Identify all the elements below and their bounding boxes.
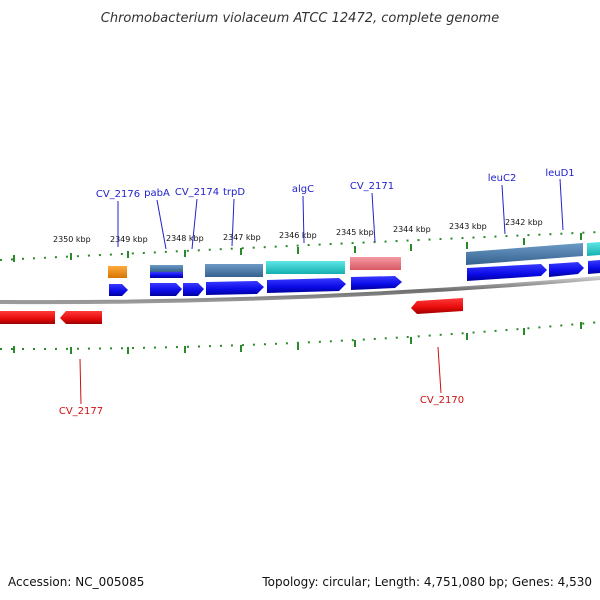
kbp-label: 2348 kbp [166, 234, 204, 243]
orange-feature [108, 266, 127, 278]
reverse-genes [0, 298, 463, 324]
forward-gene-arrow [549, 262, 584, 277]
top-gene-labels: CV_2176 pabA CV_2174 trpD algC CV_2171 l… [96, 168, 575, 200]
reverse-gene-arrow [411, 298, 463, 314]
gene-label: CV_2176 [96, 189, 140, 200]
forward-gene-arrow [467, 264, 547, 281]
forward-gene-arrow [351, 276, 402, 290]
kbp-label: 2346 kbp [279, 231, 317, 240]
forward-gene-arrow [150, 283, 182, 296]
steel-feature [205, 264, 263, 277]
genome-summary-text: Topology: circular; Length: 4,751,080 bp… [261, 575, 592, 589]
bottom-gene-labels: CV_2177 CV_2170 [59, 395, 464, 417]
gene-label: CV_2177 [59, 406, 103, 417]
accession-text: Accession: NC_005085 [8, 575, 144, 589]
gene-label: algC [292, 184, 314, 195]
inner-tick-ring [0, 321, 600, 351]
cyan-feature [587, 242, 600, 256]
top-leader-lines [117, 178, 564, 250]
kbp-label: 2350 kbp [53, 235, 91, 244]
forward-gene-arrow [109, 284, 128, 296]
kbp-label: 2345 kbp [336, 228, 374, 237]
kbp-label: 2349 kbp [110, 235, 148, 244]
gene-label: CV_2170 [420, 395, 464, 406]
forward-gene-arrow [267, 278, 346, 293]
steel-feature [150, 265, 183, 272]
gene-label: CV_2171 [350, 181, 394, 192]
bottom-leader-lines [79, 346, 442, 405]
gene-label: leuC2 [488, 173, 517, 184]
forward-gene-arrow [206, 281, 264, 295]
pink-feature [350, 257, 401, 270]
feature-track [108, 242, 600, 278]
reverse-gene-arrow [60, 311, 102, 324]
cyan-feature [266, 261, 345, 274]
blue-feature [150, 272, 183, 278]
genome-backbone [0, 276, 600, 305]
outer-major-ticks [13, 233, 582, 262]
gene-label: trpD [223, 187, 245, 198]
kbp-label: 2347 kbp [223, 233, 261, 242]
kbp-label: 2342 kbp [505, 218, 543, 227]
kbp-label: 2344 kbp [393, 225, 431, 234]
kbp-label: 2343 kbp [449, 222, 487, 231]
forward-genes [109, 260, 600, 296]
map-title: Chromobacterium violaceum ATCC 12472, co… [101, 11, 499, 26]
forward-gene-arrow [588, 260, 600, 274]
inner-major-ticks [13, 322, 582, 354]
gene-label: CV_2174 [175, 187, 219, 198]
forward-gene-arrow [183, 283, 204, 296]
gene-label: pabA [144, 188, 170, 199]
steel-feature [466, 243, 583, 265]
gene-label: leuD1 [545, 168, 574, 179]
reverse-gene-arrow [0, 311, 55, 324]
kbp-labels: 2350 kbp 2349 kbp 2348 kbp 2347 kbp 2346… [53, 218, 543, 244]
